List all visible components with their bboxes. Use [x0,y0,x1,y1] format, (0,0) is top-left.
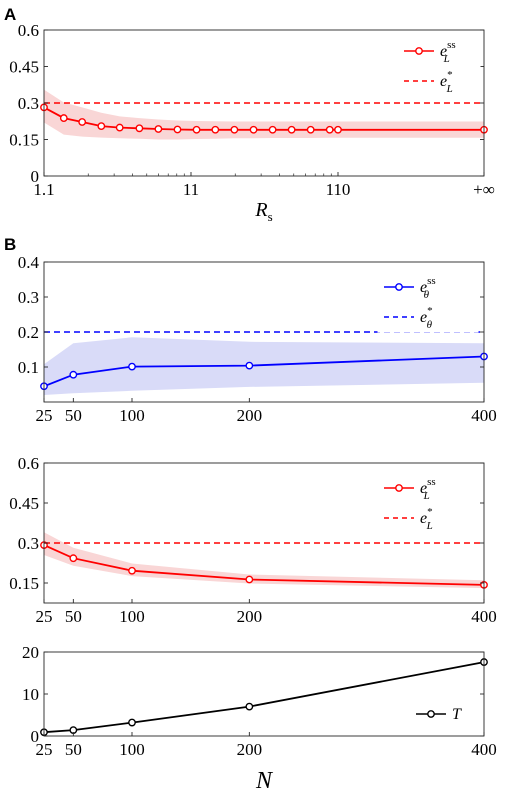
panel-b2-legend-label-1: e* L [420,506,433,532]
panel-b2-data-point-1 [69,554,78,563]
panel-a-x-tick-label-1: 11 [183,180,199,199]
panel-b1-x-tick-label-3: 200 [237,406,263,425]
panel-a-x-tick-label-3: +∞ [473,180,495,199]
panel-b1-x-tick-label-0: 25 [36,406,53,425]
panel-b1-x-tick-label-1: 50 [65,406,82,425]
panel-b3-x-tick-label-2: 100 [119,740,145,759]
panel-a-data-point-10 [230,125,239,134]
chart-panel-a-error-vs-rs: 0 0.15 0.3 0.45 0.6 1.1 11 110 +∞ Rs ess L e* L [9,21,495,224]
panel-b3-x-tick-label-0: 25 [36,740,53,759]
panel-a-data-point-4 [115,123,124,132]
panel-b1-y-tick-label-0: 0.1 [18,358,39,377]
panel-a-data-point-6 [154,125,163,133]
panel-a-data-point-16 [334,125,342,134]
panel-a-legend-box [397,35,481,97]
panel-b3-legend-label-0: T [452,706,462,723]
panel-b2-data-point-3 [245,575,254,584]
panel-b1-data-point-2 [128,362,136,371]
panel-a-data-point-5 [135,124,144,133]
panel-b2-confidence-band-0 [44,532,484,589]
panel-b2-legend-marker-0 [395,484,403,492]
panel-b2-x-tick-label-1: 50 [65,607,82,626]
panel-b2-legend-label-0: ess L [420,476,436,502]
panel-b1-legend-label-1: e* θ [420,305,433,331]
panel-a-x-axis-label: Rs [254,199,272,224]
panel-a-data-point-13 [287,125,296,134]
chart-panel-b-theta-error-vs-n: 0.1 0.2 0.3 0.4 25 50 100 200 400 ess θ e* θ [18,253,497,425]
panel-b2-x-tick-label-0: 25 [36,607,53,626]
panel-a-data-point-8 [192,125,201,134]
panel-b1-legend-marker-0 [395,283,403,291]
panel-a-data-point-1 [59,114,68,122]
panel-b3-data-point-2 [128,718,136,727]
panel-a-legend-label-1: e* L [440,69,453,95]
panel-b3-x-tick-label-3: 200 [237,740,263,759]
panel-b1-y-tick-label-2: 0.3 [18,288,39,307]
panel-b2-data-point-2 [128,566,136,575]
panel-a-legend-marker-0 [415,47,423,55]
panel-b2-y-tick-label-1: 0.3 [18,534,39,553]
panel-b2-y-tick-label-2: 0.45 [9,494,39,513]
panel-a-y-tick-label-0: 0 [31,167,40,186]
panel-a-x-tick-label-0: 1.1 [33,180,54,199]
chart-panel-b-time-vs-n: 0 10 20 25 50 100 200 400 N T [22,643,497,794]
panel-a-y-tick-label-2: 0.3 [18,94,39,113]
panel-b1-legend-box [377,271,479,333]
panel-letter-a: A [4,5,16,24]
panel-b3-legend-marker-0 [427,710,435,718]
panel-a-confidence-band-0 [44,89,484,140]
panel-b3-y-tick-label-2: 20 [22,643,39,662]
panel-a-y-tick-label-4: 0.6 [18,21,39,40]
panel-b1-data-point-1 [69,370,78,379]
panel-b1-legend-label-0: ess θ [420,275,436,301]
panel-b2-y-tick-label-0: 0.15 [9,574,39,593]
panel-b2-x-tick-label-3: 200 [237,607,263,626]
panel-b1-x-tick-label-4: 400 [471,406,497,425]
chart-panel-b-l-error-vs-n: 0.15 0.3 0.45 0.6 25 50 100 200 400 ess L e* L [9,454,497,626]
panel-b1-y-tick-label-1: 0.2 [18,323,39,342]
panel-a-data-point-9 [211,125,220,134]
panel-letter-b: B [4,235,16,254]
panel-a-legend-label-0: ess L [440,39,456,65]
panel-a-data-point-3 [97,122,106,131]
panel-b1-y-tick-label-3: 0.4 [18,253,40,272]
panel-a-x-tick-label-2: 110 [326,180,351,199]
panel-b3-x-axis-label: N [255,768,274,794]
panel-a-data-point-14 [306,125,315,134]
panel-b2-axes-box [43,462,485,604]
panel-a-data-point-7 [173,125,182,134]
panel-b2-x-tick-label-4: 400 [471,607,497,626]
panel-a-data-point-11 [249,125,258,134]
panel-b3-data-point-3 [245,702,254,711]
panel-b1-confidence-band-0 [44,337,484,395]
panel-b2-x-tick-label-2: 100 [119,607,145,626]
panel-a-data-point-15 [325,125,334,134]
panel-b3-y-tick-label-0: 0 [31,727,40,746]
panel-a-data-point-2 [78,118,87,126]
panel-b3-x-tick-label-1: 50 [65,740,82,759]
panel-b2-y-tick-label-3: 0.6 [18,454,39,473]
panel-b2-legend-box [377,472,479,534]
panel-a-y-tick-label-1: 0.15 [9,131,39,150]
panel-a-y-tick-label-3: 0.45 [9,58,39,77]
panel-b3-y-tick-label-1: 10 [22,685,39,704]
panel-b3-x-tick-label-4: 400 [471,740,497,759]
panel-b1-x-tick-label-2: 100 [119,406,145,425]
panel-a-data-point-12 [268,125,277,134]
panel-b1-data-point-3 [245,361,254,370]
